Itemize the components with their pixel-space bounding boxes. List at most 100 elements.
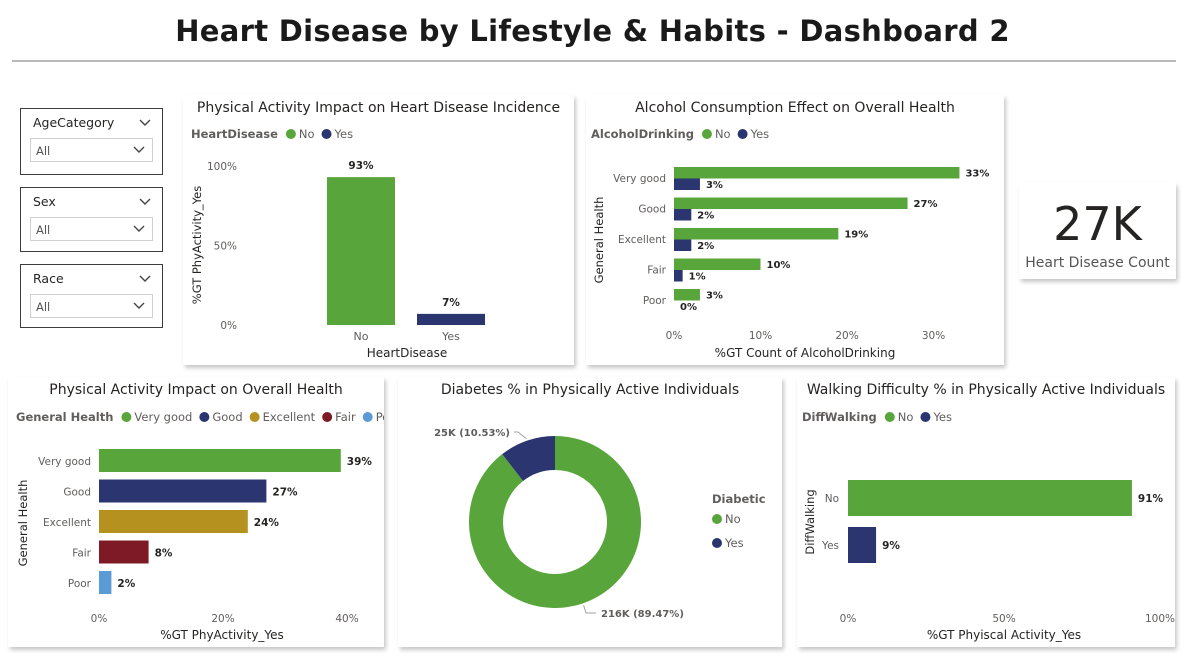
data-label: 9%: [882, 540, 900, 552]
y-tick-label: Very good: [38, 456, 91, 468]
chevron-down-icon[interactable]: [138, 116, 152, 130]
chart-card-physical-activity-health[interactable]: Physical Activity Impact on Overall Heal…: [8, 377, 401, 647]
leader-line: [583, 605, 596, 614]
slicer-label: AgeCategory: [33, 115, 115, 130]
y-tick-label: No: [825, 493, 839, 505]
legend-item: Yes: [750, 127, 770, 141]
slicer-value: All: [36, 144, 51, 158]
chevron-down-icon[interactable]: [132, 299, 146, 313]
x-tick-label: 100%: [1145, 613, 1175, 625]
data-label: 25K (10.53%): [434, 428, 510, 439]
y-tick-label: Poor: [643, 295, 667, 307]
slicer-dropdown[interactable]: All: [30, 217, 153, 241]
slicer-label: Race: [33, 271, 64, 286]
slicer-value: All: [36, 223, 51, 237]
x-tick-label: 20%: [211, 613, 234, 625]
leader-line: [514, 431, 527, 440]
bar: [674, 167, 960, 179]
legend-marker: [701, 129, 712, 139]
bar: [674, 289, 700, 301]
slicer-dropdown[interactable]: All: [30, 294, 153, 318]
slicer-value: All: [36, 300, 51, 314]
legend-marker: [321, 129, 332, 139]
legend-marker: [737, 129, 748, 139]
slicer-sex[interactable]: Sex All: [20, 187, 163, 252]
data-label: 7%: [442, 297, 460, 309]
x-tick-label: 10%: [749, 330, 772, 342]
chart-walking-difficulty[interactable]: Walking Difficulty % in Physically Activ…: [797, 377, 1175, 647]
chart-card-diabetes[interactable]: Diabetes % in Physically Active Individu…: [398, 377, 782, 647]
data-label: 1%: [689, 272, 706, 283]
y-tick-label: Very good: [613, 173, 666, 185]
legend-marker: [712, 514, 722, 524]
bar: [674, 209, 692, 221]
chart-diabetes[interactable]: Diabetes % in Physically Active Individu…: [398, 377, 782, 647]
legend-item: No: [725, 512, 741, 526]
chart-card-walking-difficulty[interactable]: Walking Difficulty % in Physically Activ…: [797, 377, 1175, 647]
legend-item: Good: [212, 410, 242, 424]
legend-marker: [712, 538, 722, 548]
legend-marker: [884, 412, 895, 422]
legend-title: DiffWalking: [802, 410, 877, 424]
donut-slice: [502, 436, 555, 481]
y-tick-label: Yes: [821, 540, 839, 552]
data-label: 27%: [914, 199, 938, 210]
bar: [327, 177, 395, 325]
bar: [99, 479, 267, 503]
legend-item: No: [898, 410, 914, 424]
data-label: 2%: [117, 578, 135, 590]
legend-item: Poor: [376, 410, 384, 424]
kpi-card-heart-disease-count[interactable]: 27K Heart Disease Count: [1019, 183, 1176, 279]
data-label: 39%: [347, 456, 373, 468]
chart-alcohol-health[interactable]: Alcohol Consumption Effect on Overall He…: [586, 95, 1004, 365]
legend-marker: [322, 412, 333, 422]
y-tick-label: Good: [63, 487, 91, 499]
y-tick-label: Fair: [647, 265, 666, 277]
data-label: 10%: [767, 260, 791, 271]
bar: [674, 197, 908, 209]
title-divider: [12, 60, 1176, 62]
slicer-dropdown[interactable]: All: [30, 138, 153, 162]
slicer-label: Sex: [33, 194, 56, 209]
chevron-down-icon[interactable]: [132, 143, 146, 157]
x-axis-label: %GT Phyiscal Activity_Yes: [927, 628, 1081, 642]
legend-marker: [285, 129, 296, 139]
legend-title: General Health: [16, 410, 113, 424]
y-tick-label: 50%: [214, 241, 237, 253]
bar: [848, 527, 877, 563]
x-tick-label: Yes: [441, 330, 460, 343]
chevron-down-icon[interactable]: [138, 272, 152, 286]
x-tick-label: 30%: [922, 330, 945, 342]
legend-marker: [199, 412, 210, 422]
legend-item: Yes: [724, 536, 744, 550]
chevron-down-icon[interactable]: [138, 195, 152, 209]
donut-slice: [469, 436, 641, 608]
chart-card-alcohol-health[interactable]: Alcohol Consumption Effect on Overall He…: [586, 95, 1004, 365]
bar: [417, 313, 485, 325]
data-label: 19%: [844, 230, 868, 241]
chart-physical-activity-heart-disease[interactable]: Physical Activity Impact on Heart Diseas…: [183, 95, 574, 365]
slicer-race[interactable]: Race All: [20, 264, 163, 328]
slicer-age-category[interactable]: AgeCategory All: [20, 108, 163, 175]
bar: [674, 258, 761, 270]
legend-item: Fair: [335, 410, 356, 424]
x-tick-label: No: [354, 330, 369, 343]
bar: [674, 228, 839, 240]
x-tick-label: 20%: [835, 330, 858, 342]
y-axis-label: DiffWalking: [803, 489, 817, 554]
legend-item: No: [299, 127, 315, 141]
legend-item: Yes: [334, 127, 354, 141]
x-axis-label: %GT PhyActivity_Yes: [160, 628, 284, 642]
data-label: 3%: [706, 180, 723, 191]
y-axis-label: %GT PhyActivity_Yes: [190, 186, 204, 304]
chart-physical-activity-health[interactable]: Physical Activity Impact on Overall Heal…: [8, 377, 401, 647]
data-label: 0%: [680, 302, 697, 313]
data-label: 24%: [254, 517, 280, 529]
bar: [99, 510, 248, 533]
x-tick-label: 50%: [992, 613, 1015, 625]
data-label: 91%: [1138, 493, 1164, 505]
legend-title: HeartDisease: [191, 127, 278, 141]
legend-item: Very good: [134, 410, 192, 424]
chevron-down-icon[interactable]: [132, 222, 146, 236]
chart-card-physical-activity-heart-disease[interactable]: Physical Activity Impact on Heart Diseas…: [183, 95, 574, 365]
